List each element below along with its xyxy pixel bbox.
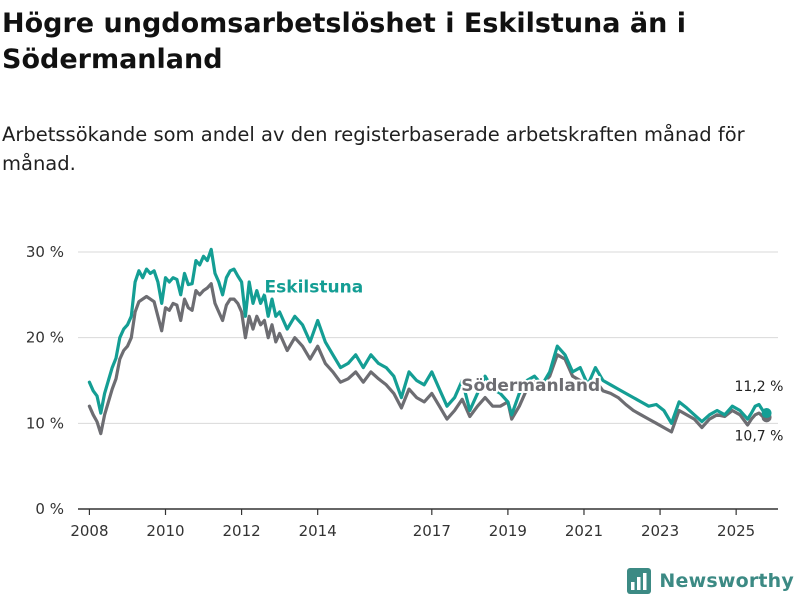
- x-tick-label: 2025: [717, 522, 755, 540]
- y-tick-label: 30 %: [26, 243, 64, 261]
- x-axis: 2008 2010 2012 2014 2017 2019 2021 2023 2025: [70, 509, 755, 540]
- brand-name: Newsworthy: [659, 570, 794, 592]
- x-tick-label: 2012: [222, 522, 260, 540]
- y-tick-label: 20 %: [26, 329, 64, 347]
- chart-subtitle: Arbetssökande som andel av den registerb…: [2, 123, 745, 175]
- y-tick-label: 0 %: [35, 500, 64, 518]
- series-label-sodermanland: Södermanland: [461, 376, 600, 396]
- y-tick-label: 10 %: [26, 414, 64, 432]
- series-label-eskilstuna: Eskilstuna: [265, 277, 364, 297]
- x-tick-label: 2008: [70, 522, 108, 540]
- x-tick-label: 2023: [641, 522, 679, 540]
- x-tick-label: 2014: [299, 522, 337, 540]
- series-end-point: [761, 408, 772, 419]
- end-value-eskilstuna: 11,2 %: [735, 379, 784, 395]
- end-value-sodermanland: 10,7 %: [735, 428, 784, 444]
- x-tick-label: 2017: [413, 522, 451, 540]
- x-tick-label: 2021: [565, 522, 603, 540]
- series-line-eskilstuna: [87, 247, 769, 425]
- bar-chart-icon: [627, 568, 652, 594]
- brand-logo: Newsworthy: [627, 568, 794, 594]
- chart-title: Högre ungdomsarbetslöshet i Eskilstuna ä…: [2, 8, 686, 75]
- series-labels: Eskilstuna Södermanland 11,2 % 10,7 %: [263, 275, 786, 446]
- y-axis: 0 % 10 % 20 % 30 %: [26, 243, 64, 518]
- series-line-sodermanland: [87, 282, 769, 436]
- series-lines: [87, 247, 772, 436]
- x-tick-label: 2019: [489, 522, 527, 540]
- gridlines: [78, 251, 778, 510]
- x-tick-label: 2010: [146, 522, 184, 540]
